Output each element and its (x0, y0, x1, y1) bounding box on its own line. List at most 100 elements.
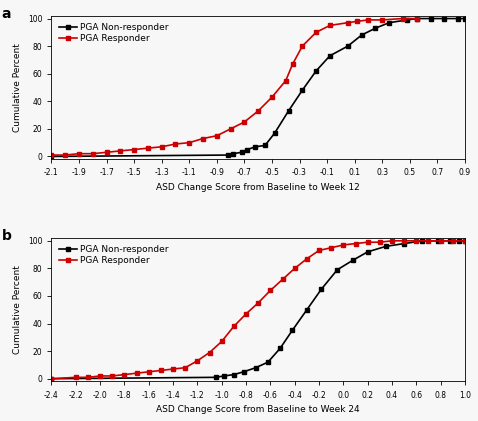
Legend: PGA Non-responder, PGA Responder: PGA Non-responder, PGA Responder (56, 20, 172, 45)
PGA Responder (462, 238, 468, 243)
PGA Responder (327, 23, 333, 28)
PGA Non-responder (286, 108, 292, 113)
PGA Responder (170, 367, 176, 372)
PGA Responder (228, 126, 233, 131)
PGA Non-responder (318, 287, 324, 292)
Text: a: a (2, 7, 11, 21)
PGA Non-responder (252, 144, 258, 149)
Line: PGA Non-responder: PGA Non-responder (49, 238, 467, 381)
X-axis label: ASD Change Score from Baseline to Week 12: ASD Change Score from Baseline to Week 1… (156, 183, 360, 192)
PGA Responder (145, 146, 151, 151)
PGA Responder (243, 312, 249, 317)
PGA Responder (109, 373, 115, 378)
PGA Responder (195, 358, 200, 363)
PGA Responder (380, 17, 385, 22)
PGA Non-responder (428, 16, 434, 21)
PGA Responder (104, 150, 109, 155)
PGA Non-responder (327, 53, 333, 58)
PGA Responder (299, 44, 305, 49)
Line: PGA Responder: PGA Responder (49, 16, 419, 157)
PGA Responder (283, 78, 289, 83)
PGA Responder (49, 152, 54, 157)
Text: b: b (2, 229, 11, 243)
PGA Responder (365, 240, 370, 245)
PGA Responder (134, 370, 140, 376)
PGA Non-responder (231, 372, 237, 377)
Line: PGA Non-responder: PGA Non-responder (49, 16, 467, 159)
PGA Responder (206, 350, 212, 355)
PGA Responder (182, 365, 188, 370)
PGA Non-responder (239, 150, 245, 155)
PGA Responder (214, 133, 220, 138)
PGA Non-responder (253, 365, 259, 370)
PGA Responder (414, 16, 420, 21)
PGA Responder (413, 238, 419, 243)
PGA Non-responder (313, 69, 319, 74)
PGA Non-responder (335, 267, 340, 272)
PGA Non-responder (456, 238, 462, 243)
PGA Non-responder (49, 376, 54, 381)
PGA Non-responder (230, 151, 236, 156)
PGA Non-responder (404, 17, 410, 22)
PGA Responder (186, 140, 192, 145)
PGA Responder (450, 238, 456, 243)
PGA Responder (85, 375, 91, 380)
PGA Responder (304, 256, 310, 261)
PGA Non-responder (372, 26, 378, 31)
PGA Responder (425, 238, 431, 243)
PGA Responder (268, 288, 273, 293)
PGA Non-responder (345, 44, 351, 49)
PGA Responder (76, 151, 82, 156)
PGA Responder (366, 17, 371, 22)
PGA Responder (377, 240, 383, 245)
PGA Responder (389, 238, 395, 243)
PGA Responder (200, 136, 206, 141)
PGA Non-responder (299, 88, 305, 93)
PGA Responder (328, 245, 334, 250)
PGA Responder (280, 277, 285, 282)
PGA Responder (118, 148, 123, 153)
PGA Non-responder (241, 369, 247, 374)
PGA Responder (255, 300, 261, 305)
PGA Responder (292, 266, 298, 271)
PGA Non-responder (304, 307, 310, 312)
PGA Non-responder (289, 328, 295, 333)
PGA Non-responder (447, 238, 453, 243)
PGA Responder (438, 238, 444, 243)
PGA Non-responder (435, 238, 441, 243)
Y-axis label: Cumulative Percent: Cumulative Percent (13, 265, 22, 354)
PGA Responder (340, 242, 346, 248)
PGA Responder (290, 61, 295, 67)
PGA Non-responder (350, 258, 356, 263)
PGA Non-responder (462, 238, 468, 243)
PGA Non-responder (414, 16, 420, 21)
PGA Non-responder (265, 360, 271, 365)
PGA Responder (219, 339, 225, 344)
PGA Responder (49, 376, 54, 381)
PGA Non-responder (358, 32, 364, 37)
PGA Responder (173, 141, 178, 147)
PGA Non-responder (462, 16, 468, 21)
PGA Non-responder (272, 131, 278, 136)
PGA Responder (269, 95, 275, 100)
Line: PGA Responder: PGA Responder (49, 238, 467, 381)
PGA Non-responder (221, 373, 227, 378)
PGA Responder (316, 248, 322, 253)
PGA Non-responder (386, 20, 392, 25)
PGA Non-responder (455, 16, 461, 21)
PGA Responder (345, 20, 351, 25)
Legend: PGA Non-responder, PGA Responder: PGA Non-responder, PGA Responder (56, 242, 172, 268)
PGA Responder (159, 144, 164, 149)
PGA Responder (97, 373, 103, 378)
X-axis label: ASD Change Score from Baseline to Week 24: ASD Change Score from Baseline to Week 2… (156, 405, 360, 414)
PGA Responder (231, 324, 237, 329)
PGA Responder (121, 372, 127, 377)
PGA Responder (402, 238, 407, 243)
PGA Non-responder (365, 249, 370, 254)
PGA Responder (353, 241, 358, 246)
PGA Non-responder (442, 16, 447, 21)
PGA Responder (355, 19, 360, 24)
PGA Responder (146, 369, 152, 374)
PGA Responder (73, 375, 78, 380)
PGA Non-responder (225, 152, 231, 157)
